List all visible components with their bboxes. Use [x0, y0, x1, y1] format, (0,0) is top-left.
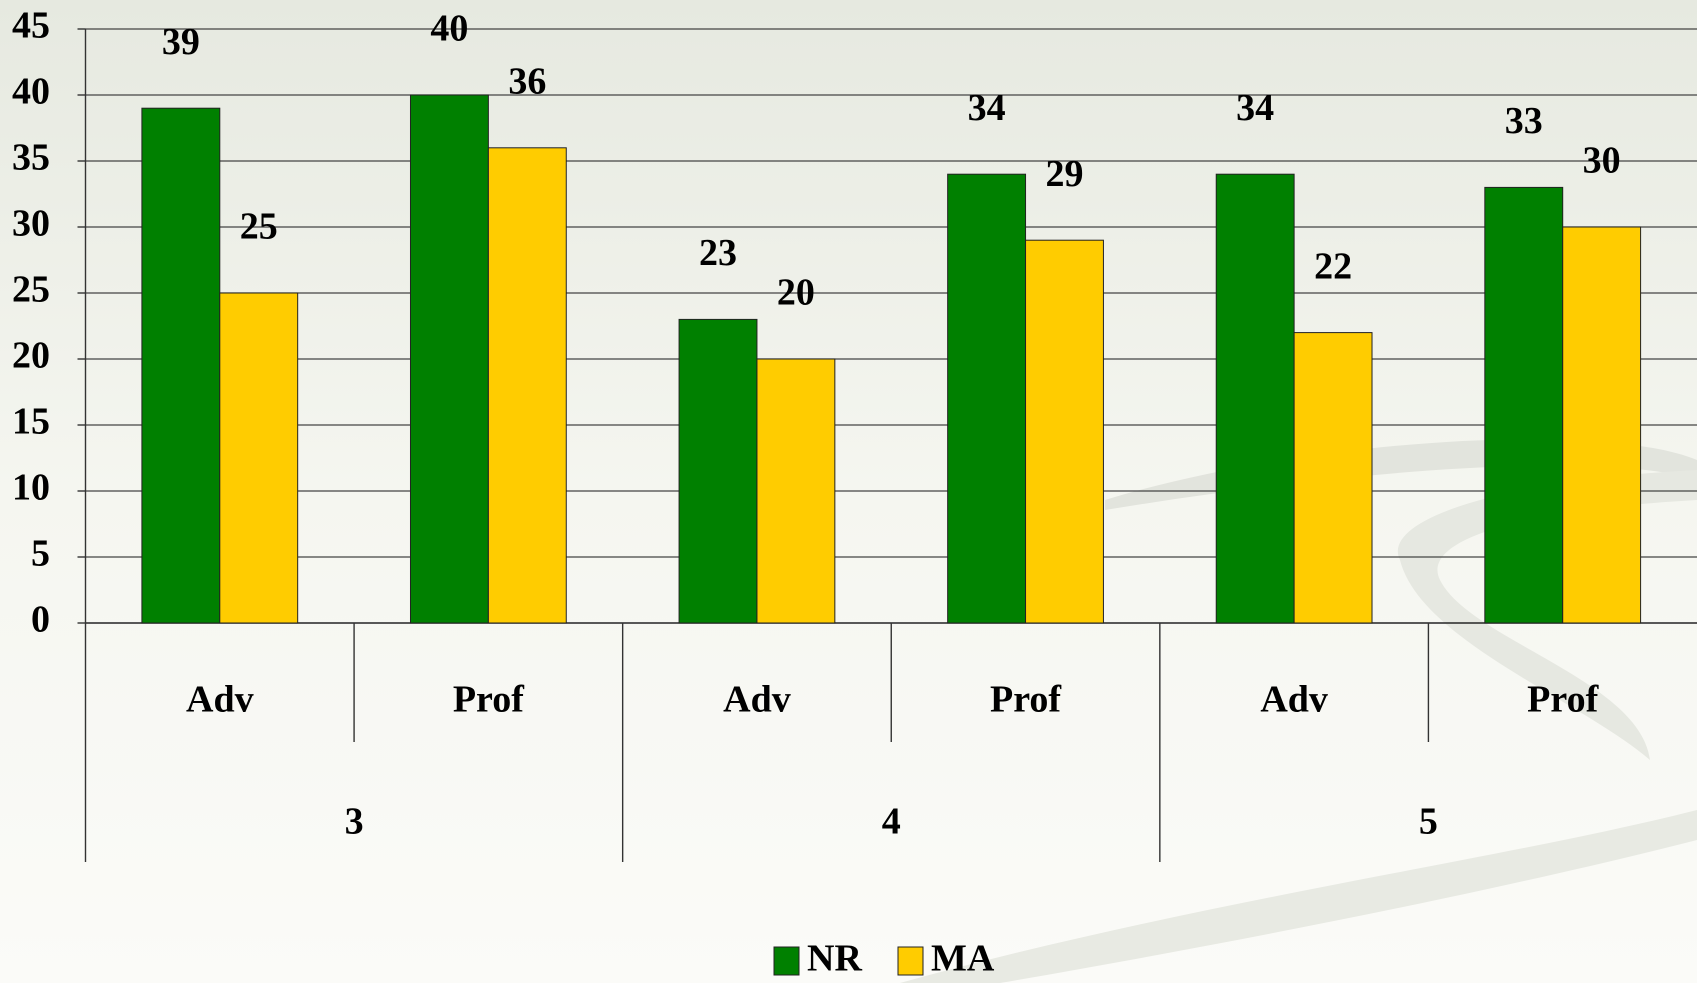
group-label: 5 — [1419, 801, 1438, 843]
x-tick-label: Adv — [1260, 679, 1328, 721]
group-label: 3 — [345, 801, 364, 843]
y-tick-label: 10 — [12, 467, 50, 509]
bar — [1025, 239, 1104, 624]
y-tick-label: 45 — [12, 5, 50, 47]
bar — [409, 94, 489, 624]
x-tick-label: Adv — [186, 679, 254, 721]
decor-swoosh — [900, 810, 1697, 983]
y-tick-label: 0 — [31, 599, 50, 641]
group-label: 4 — [882, 801, 901, 843]
x-tick-label: Prof — [990, 679, 1062, 721]
x-tick-label: Prof — [1527, 679, 1599, 721]
bar — [141, 107, 221, 624]
decor-swoosh — [1397, 470, 1697, 760]
bar — [1562, 226, 1642, 624]
y-tick-label: 30 — [12, 203, 50, 245]
value-label: 29 — [1045, 153, 1083, 195]
legend-swatch — [897, 946, 924, 976]
bar — [1215, 173, 1295, 624]
legend-label: MA — [931, 938, 995, 980]
y-tick-label: 25 — [12, 269, 50, 311]
bar — [947, 173, 1027, 624]
value-label: 22 — [1314, 245, 1352, 287]
value-label: 25 — [240, 206, 278, 248]
value-label: 40 — [430, 8, 468, 50]
bar — [219, 292, 299, 624]
legend-label: NR — [807, 938, 862, 980]
value-label: 30 — [1583, 140, 1621, 182]
bar — [1293, 332, 1373, 624]
value-label: 34 — [968, 87, 1006, 129]
bar — [756, 358, 836, 624]
bar — [487, 147, 567, 624]
y-tick-label: 5 — [31, 533, 50, 575]
value-label: 23 — [699, 232, 737, 274]
y-tick-label: 20 — [12, 335, 50, 377]
value-label: 33 — [1505, 100, 1543, 142]
x-tick-label: Adv — [723, 679, 791, 721]
bar — [678, 318, 758, 624]
legend-swatch — [773, 946, 800, 976]
y-tick-label: 40 — [12, 71, 50, 113]
y-tick-label: 35 — [12, 137, 50, 179]
bar — [1484, 186, 1564, 624]
x-tick-label: Prof — [453, 679, 525, 721]
value-label: 36 — [508, 61, 546, 103]
value-label: 34 — [1236, 87, 1274, 129]
value-label: 39 — [162, 21, 200, 63]
y-tick-label: 15 — [12, 401, 50, 443]
value-label: 20 — [777, 272, 815, 314]
